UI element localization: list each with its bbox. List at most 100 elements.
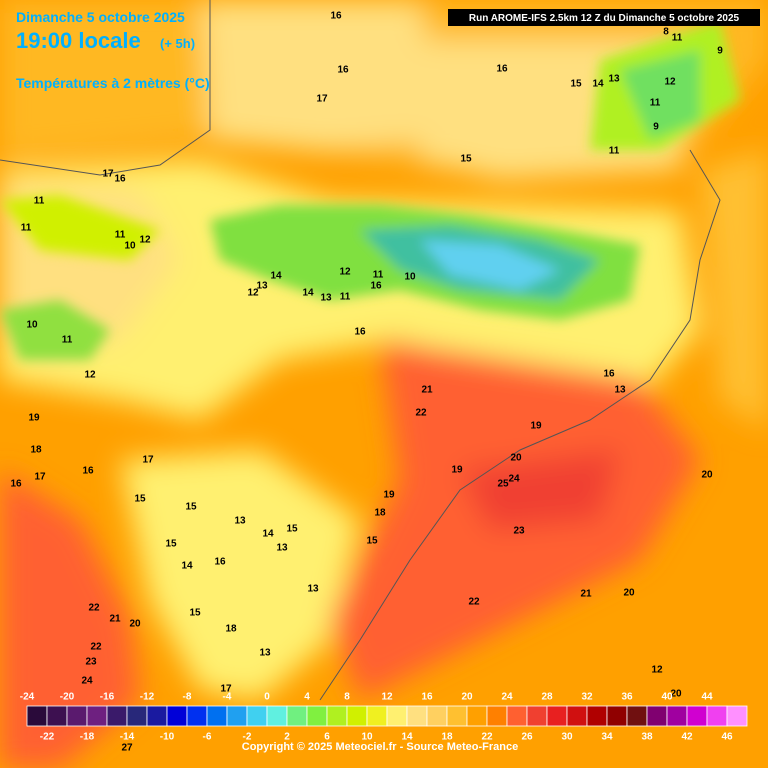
scale-label: 10 — [361, 732, 373, 743]
scale-swatch — [726, 705, 748, 727]
temperature-label: 23 — [513, 526, 525, 537]
temperature-label: 13 — [256, 281, 268, 292]
temperature-label: 13 — [307, 584, 319, 595]
scale-swatch — [706, 705, 728, 727]
temperature-label: 15 — [134, 494, 146, 505]
temperature-label: 15 — [165, 539, 177, 550]
temperature-label: 16 — [82, 466, 94, 477]
scale-label: 28 — [541, 692, 553, 703]
scale-label: 42 — [681, 732, 693, 743]
temperature-label: 12 — [247, 288, 259, 299]
scale-swatch — [226, 705, 248, 727]
temperature-label: 17 — [142, 455, 154, 466]
temperature-label: 16 — [370, 281, 382, 292]
scale-swatch — [246, 705, 268, 727]
temperature-label: 11 — [115, 230, 126, 241]
scale-swatch — [106, 705, 128, 727]
temperature-label: 12 — [664, 77, 676, 88]
temperature-label: 15 — [286, 524, 298, 535]
scale-label: 34 — [601, 732, 613, 743]
scale-label: 4 — [304, 692, 310, 703]
scale-swatch — [426, 705, 448, 727]
scale-label: -18 — [80, 732, 95, 743]
scale-swatch — [466, 705, 488, 727]
scale-label: 30 — [561, 732, 573, 743]
temperature-label: 21 — [580, 589, 592, 600]
scale-label: 32 — [581, 692, 593, 703]
temperature-label: 9 — [717, 46, 723, 57]
temperature-label: 13 — [276, 543, 288, 554]
scale-label: 36 — [621, 692, 633, 703]
scale-label: 46 — [721, 732, 733, 743]
temperature-label: 17 — [34, 472, 46, 483]
temperature-label: 12 — [139, 235, 151, 246]
temperature-label: 18 — [374, 508, 386, 519]
scale-label: -14 — [120, 732, 135, 743]
scale-swatch — [386, 705, 408, 727]
temperature-label: 13 — [259, 648, 271, 659]
scale-swatch — [606, 705, 628, 727]
temperature-label: 25 — [497, 479, 509, 490]
scale-swatch — [86, 705, 108, 727]
temperature-label: 10 — [124, 241, 136, 252]
scale-swatch — [46, 705, 68, 727]
scale-swatch — [286, 705, 308, 727]
scale-swatch — [406, 705, 428, 727]
temperature-label: 12 — [84, 370, 96, 381]
scale-swatch — [566, 705, 588, 727]
temperature-label: 19 — [451, 465, 463, 476]
scale-swatch — [686, 705, 708, 727]
temperature-label: 24 — [81, 676, 93, 687]
field-name: Températures à 2 mètres (°C) — [16, 75, 210, 91]
temperature-label: 12 — [651, 665, 663, 676]
scale-swatch — [266, 705, 288, 727]
scale-label: 16 — [421, 692, 433, 703]
temperature-label: 10 — [26, 320, 38, 331]
temperature-label: 18 — [225, 624, 237, 635]
scale-swatch — [206, 705, 228, 727]
temperature-label: 17 — [316, 94, 328, 105]
temperature-label: 20 — [670, 689, 682, 700]
temperature-label: 9 — [653, 122, 659, 133]
temperature-label: 19 — [28, 413, 40, 424]
temperature-label: 14 — [270, 271, 282, 282]
scale-label: 12 — [381, 692, 393, 703]
temperature-label: 14 — [262, 529, 274, 540]
temperature-label: 16 — [354, 327, 366, 338]
scale-label: 2 — [284, 732, 290, 743]
scale-swatch — [366, 705, 388, 727]
temperature-label: 20 — [701, 470, 713, 481]
temperature-label: 11 — [62, 335, 73, 346]
temperature-label: 16 — [114, 174, 126, 185]
scale-swatch — [126, 705, 148, 727]
scale-label: -24 — [20, 692, 35, 703]
temperature-label: 15 — [189, 608, 201, 619]
scale-label: 0 — [264, 692, 270, 703]
temperature-label: 11 — [672, 33, 683, 44]
scale-label: 8 — [344, 692, 350, 703]
temperature-label: 15 — [460, 154, 472, 165]
scale-label: -10 — [160, 732, 175, 743]
temperature-label: 16 — [496, 64, 508, 75]
scale-label: 38 — [641, 732, 653, 743]
temperature-label: 10 — [404, 272, 416, 283]
scale-label: -8 — [183, 692, 192, 703]
temperature-label: 17 — [102, 169, 114, 180]
temperature-label: 16 — [330, 11, 342, 22]
temperature-label: 16 — [10, 479, 22, 490]
run-banner — [448, 9, 760, 26]
scale-label: -4 — [223, 692, 232, 703]
scale-label: -12 — [140, 692, 155, 703]
scale-swatch — [186, 705, 208, 727]
scale-swatch — [306, 705, 328, 727]
temperature-label: 11 — [340, 292, 351, 303]
temperature-label: 14 — [181, 561, 193, 572]
scale-swatch — [546, 705, 568, 727]
run-info: Run AROME-IFS 2.5km 12 Z du Dimanche 5 o… — [469, 13, 740, 24]
scale-swatch — [346, 705, 368, 727]
scale-swatch — [486, 705, 508, 727]
temperature-label: 14 — [592, 79, 604, 90]
scale-label: 40 — [661, 692, 673, 703]
scale-swatch — [66, 705, 88, 727]
